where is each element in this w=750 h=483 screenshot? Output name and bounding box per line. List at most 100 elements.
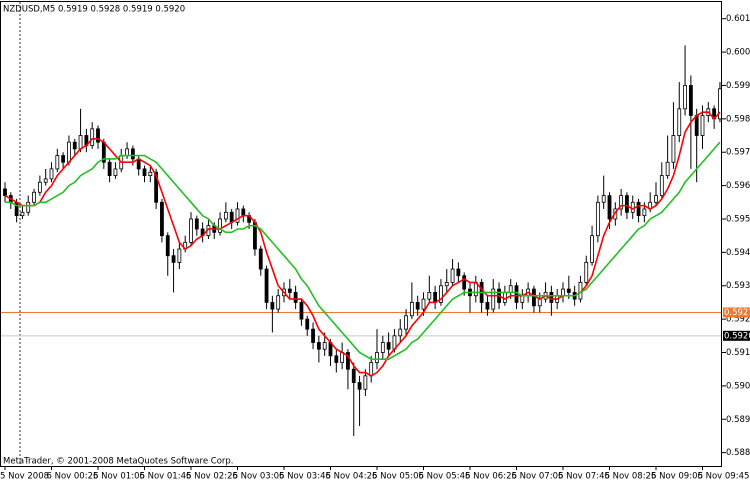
- candle-body: [607, 195, 612, 220]
- candle-body: [532, 288, 536, 307]
- y-tick-label: 0.5995: [726, 81, 750, 91]
- candle-body: [160, 201, 164, 237]
- candle-body: [462, 275, 467, 290]
- candle-body: [148, 171, 153, 176]
- footer: MetaTrader, © 2001-2008 MetaQuotes Softw…: [3, 457, 233, 467]
- candle-body: [363, 375, 368, 390]
- candle-body: [439, 285, 443, 303]
- x-tick-label: 6 Nov 01:45: [140, 472, 192, 482]
- x-tick-label: 6 Nov 09:45: [698, 472, 750, 482]
- candle-body: [37, 181, 42, 193]
- plot-frame: [0, 1, 722, 467]
- y-tick-label: 0.5935: [726, 281, 750, 291]
- candle-body: [293, 292, 298, 303]
- candle-body: [223, 211, 228, 220]
- candle-body: [113, 168, 118, 176]
- candle-body: [334, 355, 339, 363]
- candle-body: [456, 268, 461, 277]
- candle-body: [619, 195, 624, 210]
- x-tick-label: 6 Nov 08:25: [605, 472, 657, 482]
- candle-body: [177, 248, 182, 263]
- candle-body: [43, 178, 48, 183]
- candle-body: [566, 288, 571, 293]
- candle-body: [386, 342, 391, 350]
- candle-body: [90, 128, 95, 146]
- x-tick-label: 6 Nov 07:05: [512, 472, 564, 482]
- candle-body: [683, 85, 687, 110]
- candle-body: [595, 201, 600, 237]
- y-tick-label: 0.6015: [726, 14, 750, 24]
- candle-body: [514, 285, 519, 303]
- candle-body: [700, 115, 705, 136]
- candle-body: [26, 201, 31, 213]
- candle-body: [677, 108, 682, 136]
- y-tick-label: 0.5925: [726, 315, 750, 325]
- candle-body: [450, 268, 455, 283]
- y-tick-label: 0.5915: [726, 348, 750, 358]
- candle-body: [235, 208, 240, 223]
- x-tick-label: 6 Nov 07:45: [558, 472, 610, 482]
- candle-body: [270, 302, 275, 310]
- candle-body: [584, 261, 589, 283]
- x-tick-label: 6 Nov 02:25: [186, 472, 238, 482]
- candle-body: [287, 288, 292, 293]
- x-tick-label: 6 Nov 03:45: [279, 472, 331, 482]
- candle-body: [125, 148, 129, 156]
- x-tick-label: 5 Nov 2008: [0, 472, 49, 482]
- price-box: [723, 330, 750, 341]
- candle-body: [625, 195, 629, 213]
- y-tick-label: 0.6005: [726, 48, 750, 58]
- candle-body: [369, 362, 374, 377]
- candle-body: [520, 295, 525, 303]
- candle-body: [305, 318, 310, 330]
- candle-body: [642, 208, 647, 217]
- candle-body: [20, 211, 25, 217]
- price-box: [723, 307, 750, 318]
- candle-body: [142, 168, 147, 176]
- x-tick-label: 6 Nov 06:25: [465, 472, 517, 482]
- candle-body: [491, 288, 496, 310]
- candle-body: [694, 115, 699, 136]
- candle-body: [537, 298, 542, 307]
- candle-body: [671, 135, 676, 163]
- candle-body: [96, 128, 100, 143]
- candle-body: [264, 268, 269, 303]
- candle-body: [502, 292, 507, 303]
- candle-body: [258, 248, 263, 270]
- candle-body: [218, 218, 222, 233]
- candle-body: [316, 342, 321, 350]
- y-tick-label: 0.5905: [726, 381, 750, 391]
- price-label: 0.5927: [724, 308, 750, 318]
- candle-body: [508, 285, 513, 293]
- x-tick-label: 6 Nov 01:05: [93, 472, 145, 482]
- y-tick-label: 0.5975: [726, 148, 750, 158]
- candle-body: [421, 298, 426, 310]
- y-tick-label: 0.5955: [726, 214, 750, 224]
- candle-body: [154, 171, 159, 203]
- moving-average: [5, 141, 721, 360]
- candle-body: [375, 352, 379, 363]
- candle-body: [346, 352, 350, 370]
- candle-body: [549, 292, 554, 303]
- candle-body: [55, 155, 60, 170]
- candle-body: [67, 141, 71, 163]
- x-tick-label: 6 Nov 09:05: [651, 472, 703, 482]
- candle-body: [561, 288, 565, 297]
- candle-body: [61, 155, 66, 163]
- candle-body: [311, 328, 315, 343]
- x-tick-label: 6 Nov 05:05: [372, 472, 424, 482]
- candle-body: [189, 218, 193, 243]
- candle-body: [380, 342, 385, 353]
- candle-body: [72, 141, 77, 150]
- candle-body: [444, 282, 449, 287]
- y-tick-label: 0.5945: [726, 248, 750, 258]
- candle-body: [665, 161, 670, 176]
- candle-body: [322, 342, 327, 350]
- chart-title: NZDUSD,M5 0.5919 0.5928 0.5919 0.5920: [3, 5, 185, 15]
- x-tick-label: 6 Nov 05:45: [419, 472, 471, 482]
- candle-body: [485, 302, 490, 310]
- candle-body: [299, 302, 304, 320]
- candle-body: [659, 175, 664, 197]
